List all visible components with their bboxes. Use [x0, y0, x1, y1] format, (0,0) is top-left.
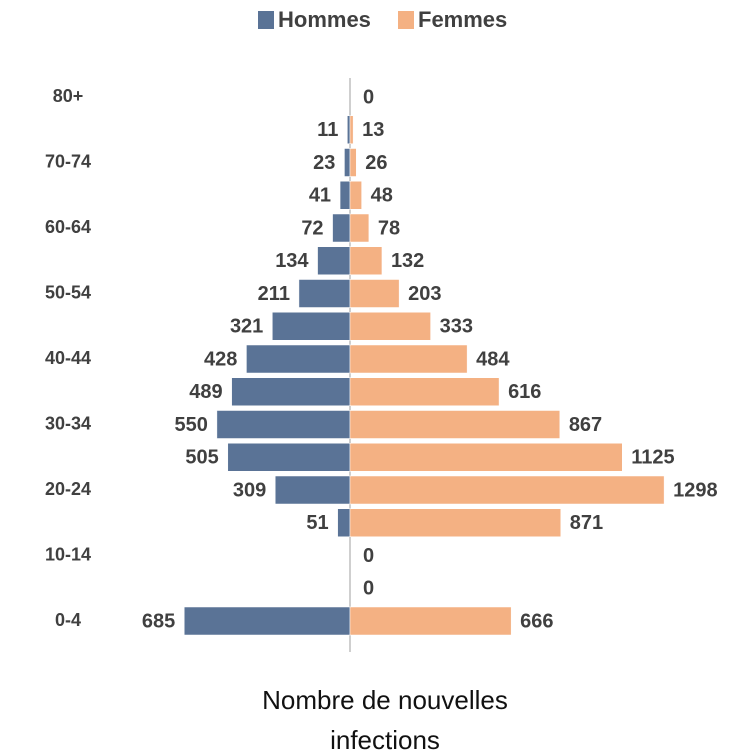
bar: [344, 148, 351, 177]
data-label: 1125: [631, 447, 674, 469]
data-label: 0: [363, 578, 374, 600]
x-axis-title: Nombre de nouvelles infections: [262, 685, 508, 752]
data-label: 72: [301, 217, 323, 239]
bar: [298, 279, 351, 308]
y-tick-label: 50-54: [45, 282, 91, 302]
data-label: 78: [378, 217, 400, 239]
y-tick-label: 10-14: [45, 544, 91, 564]
legend-label: Femmes: [418, 7, 507, 32]
data-label: 23: [313, 152, 335, 174]
data-label: 211: [258, 283, 290, 305]
bar: [349, 279, 400, 308]
bar: [349, 410, 561, 439]
bar: [347, 115, 351, 144]
data-label: 550: [175, 414, 208, 436]
y-tick-label: 40-44: [45, 348, 91, 368]
bar: [349, 508, 562, 537]
data-label: 1298: [673, 479, 718, 501]
bar: [349, 312, 431, 341]
data-label: 867: [569, 414, 602, 436]
data-label: 132: [391, 250, 424, 272]
legend-swatch: [258, 11, 274, 29]
bar: [272, 312, 351, 341]
bar: [246, 344, 351, 374]
data-label: 484: [476, 348, 510, 370]
legend-label: Hommes: [278, 7, 371, 32]
y-tick-label: 30-34: [45, 413, 91, 433]
data-label: 666: [520, 610, 553, 632]
bar: [274, 475, 351, 505]
data-label: 0: [363, 545, 374, 567]
data-label: 505: [185, 447, 218, 469]
data-label: 11: [317, 119, 338, 141]
data-label: 871: [570, 512, 603, 534]
data-label: 51: [306, 512, 328, 534]
bar: [227, 443, 351, 472]
bar: [317, 246, 351, 275]
data-label: 134: [275, 250, 309, 272]
bar: [349, 606, 512, 636]
y-tick-label: 80+: [53, 86, 84, 106]
data-label: 685: [142, 610, 175, 632]
bar: [349, 377, 500, 406]
bar: [349, 148, 357, 177]
bar: [216, 410, 351, 439]
bar: [349, 213, 370, 243]
data-label: 26: [365, 152, 387, 174]
bar: [337, 508, 351, 537]
bar: [332, 213, 351, 243]
bar: [349, 443, 623, 472]
data-label: 0: [363, 86, 374, 108]
data-label: 13: [362, 119, 384, 141]
data-label: 428: [204, 348, 237, 370]
data-label: 489: [189, 381, 222, 403]
bar: [349, 246, 383, 275]
bar: [339, 181, 351, 210]
bar: [349, 344, 468, 374]
data-label: 48: [371, 185, 393, 207]
legend-swatch: [398, 11, 414, 29]
bar: [349, 115, 354, 144]
y-tick-label: 20-24: [45, 479, 91, 499]
bar: [183, 606, 351, 636]
bar: [349, 475, 665, 505]
data-label: 203: [408, 283, 441, 305]
y-tick-label: 70-74: [45, 151, 91, 171]
data-label: 321: [230, 316, 263, 338]
data-label: 333: [440, 316, 473, 338]
data-label: 41: [309, 185, 331, 207]
data-label: 309: [233, 479, 266, 501]
y-tick-label: 0-4: [55, 610, 81, 630]
data-label: 616: [508, 381, 541, 403]
bar: [231, 377, 351, 406]
bar: [349, 181, 362, 210]
y-tick-label: 60-64: [45, 217, 91, 237]
